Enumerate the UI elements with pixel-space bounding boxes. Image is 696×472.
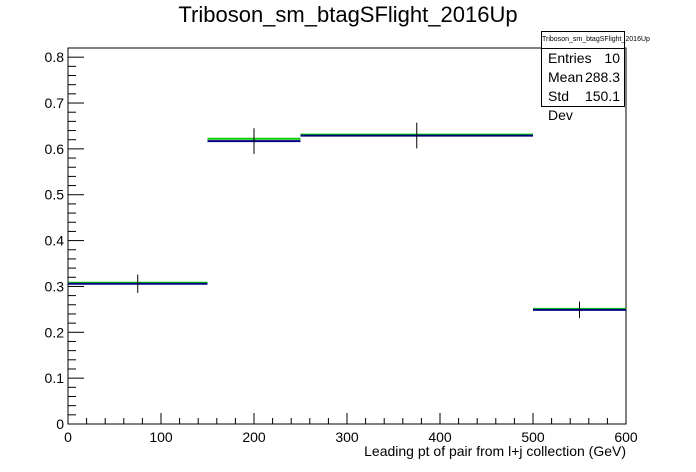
stats-box-title: Triboson_sm_btagSFlight_2016Up	[542, 32, 650, 49]
stats-value: 150.1	[584, 88, 620, 104]
stats-row-entries: Entries 10	[542, 49, 624, 68]
x-tick-label: 400	[428, 429, 452, 445]
y-tick-label: 0.6	[45, 141, 65, 157]
stats-label: Std Dev	[548, 88, 573, 123]
y-tick-label: 0.5	[45, 187, 65, 203]
x-tick-label: 100	[149, 429, 173, 445]
chart-title: Triboson_sm_btagSFlight_2016Up	[178, 2, 518, 27]
x-axis-label: Leading pt of pair from l+j collection (…	[364, 443, 626, 459]
y-tick-label: 0.4	[45, 233, 65, 249]
y-tick-label: 0.3	[45, 278, 65, 294]
y-tick-label: 0.7	[45, 95, 65, 111]
x-tick-label: 300	[335, 429, 359, 445]
stats-value: 288.3	[584, 69, 620, 85]
stats-value: 10	[604, 50, 620, 66]
y-tick-label: 0.2	[45, 324, 65, 340]
x-tick-label: 200	[242, 429, 266, 445]
x-tick-label: 500	[521, 429, 545, 445]
stats-label: Mean	[548, 69, 584, 85]
stats-row-mean: Mean 288.3	[542, 68, 624, 87]
x-tick-label: 600	[614, 429, 638, 445]
stats-row-stddev: Std Dev 150.1	[542, 87, 624, 123]
stats-box: Triboson_sm_btagSFlight_2016Up Entries 1…	[541, 31, 650, 123]
y-tick-label: 0.1	[45, 370, 65, 386]
x-tick-label: 0	[64, 429, 72, 445]
y-tick-label: 0	[56, 416, 64, 432]
stats-label: Entries	[548, 50, 592, 66]
y-tick-label: 0.8	[45, 49, 65, 65]
